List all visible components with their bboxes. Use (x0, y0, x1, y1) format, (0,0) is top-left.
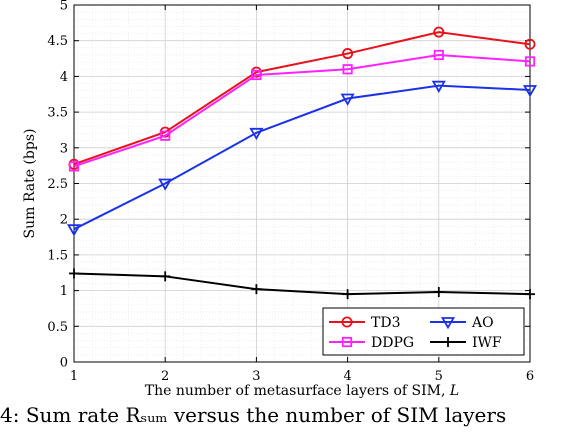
triangle-marker (522, 85, 538, 98)
triangle-marker (440, 317, 456, 330)
legend-item-ddpg: DDPG (329, 335, 414, 351)
series-ddpg (68, 49, 536, 172)
x-tick-label: 1 (70, 369, 78, 384)
circle-marker (342, 48, 354, 60)
series-layer (66, 26, 538, 300)
plus-marker (69, 268, 79, 279)
series-line (73, 272, 531, 296)
square-marker (433, 49, 444, 61)
legend-box (322, 307, 525, 356)
legend-label: AO (471, 315, 494, 331)
x-tick-label: 2 (161, 369, 169, 384)
plus-marker (342, 289, 353, 300)
axis-ticks: 1 2 3 4 5 6 0 0.5 1 1.5 2 2.5 3 3.5 4 4.5 5 (47, 0, 534, 384)
triangle-marker (249, 127, 264, 141)
y-tick-label: 0.5 (47, 320, 68, 335)
legend-item-ao: AO (430, 315, 494, 331)
figure-caption: 4: Sum rate Rₛᵤₘ versus the number of SI… (0, 403, 507, 427)
circle-marker (524, 38, 536, 50)
legend-label: IWF (472, 335, 502, 351)
series-iwf (69, 268, 535, 300)
y-tick-label: 1 (60, 284, 68, 299)
y-tick-label: 5 (60, 0, 68, 14)
triangle-marker (340, 93, 355, 106)
series-ao (66, 80, 538, 237)
triangle-marker (431, 80, 446, 93)
x-tick-label: 4 (343, 369, 351, 384)
y-tick-label: 3.5 (47, 106, 68, 121)
plus-marker (443, 337, 453, 347)
square-marker (524, 56, 536, 67)
legend-item-td3: TD3 (329, 315, 400, 331)
plus-marker (160, 271, 171, 282)
legend: TD3 AO DDPG IWF (322, 307, 525, 356)
square-marker (251, 69, 262, 81)
square-marker (341, 336, 353, 348)
y-tick-label: 0 (60, 356, 68, 371)
legend-label: DDPG (371, 335, 414, 351)
y-tick-label: 1.5 (47, 248, 68, 263)
triangle-marker (158, 178, 173, 191)
circle-marker (433, 26, 445, 38)
square-marker (342, 64, 353, 75)
y-tick-label: 3 (60, 141, 68, 156)
square-marker (160, 130, 171, 141)
series-line (73, 53, 531, 168)
series-line (73, 31, 531, 166)
triangle-marker (66, 224, 82, 237)
y-tick-label: 2 (60, 213, 68, 228)
y-tick-label: 2.5 (47, 177, 68, 192)
line-chart: 1 2 3 4 5 6 0 0.5 1 1.5 2 2.5 3 3.5 4 4.5 5 TD3 AO DDPG IWF… (22, 0, 538, 399)
y-tick-label: 4 (60, 70, 68, 85)
plus-marker (525, 289, 535, 300)
x-tick-label: 3 (252, 369, 260, 384)
plus-marker (251, 284, 262, 295)
x-tick-label: 5 (435, 369, 443, 384)
y-axis-label: Sum Rate (bps) (22, 129, 38, 239)
circle-marker (341, 316, 353, 328)
legend-item-iwf: IWF (430, 335, 502, 351)
x-tick-label: 6 (526, 369, 534, 384)
series-line (73, 84, 531, 231)
plus-marker (433, 287, 444, 298)
y-tick-label: 4.5 (47, 34, 68, 49)
square-marker (68, 161, 80, 172)
legend-label: TD3 (371, 315, 400, 331)
x-axis-label: The number of metasurface layers of SIM,… (145, 383, 459, 399)
